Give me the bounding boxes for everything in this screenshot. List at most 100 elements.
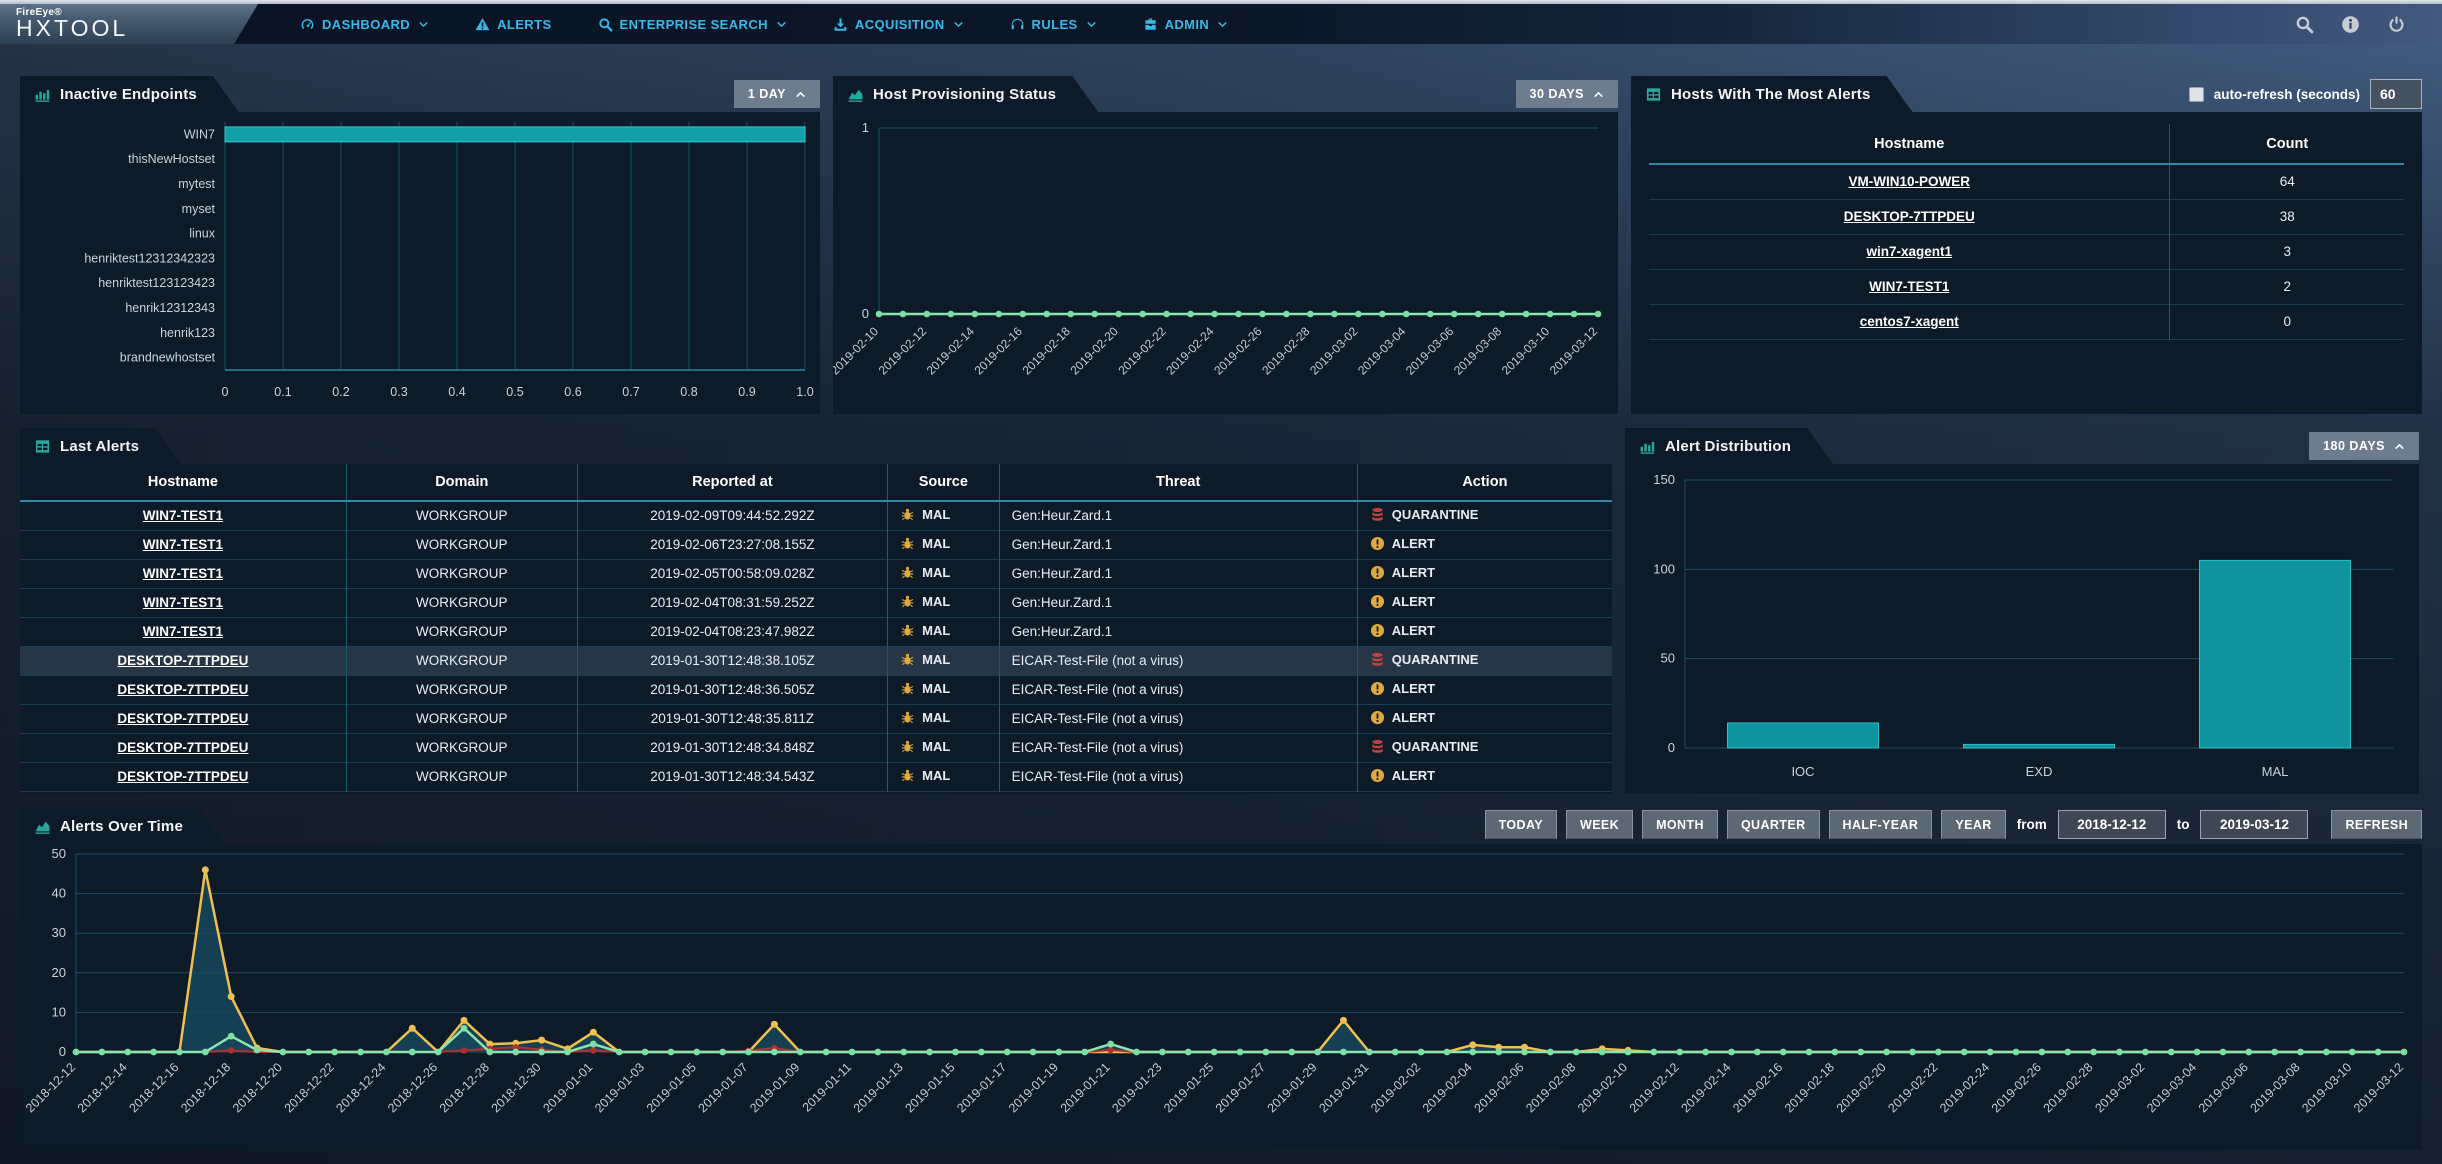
column-header-action: Action [1356,464,1612,501]
download-icon [833,17,848,32]
hostname-link[interactable]: win7-xagent1 [1866,244,1952,259]
action-cell: ALERT [1356,559,1612,588]
svg-text:0: 0 [862,306,869,321]
range-button-half-year[interactable]: HALF-YEAR [1828,810,1933,839]
column-header-threat: Threat [998,464,1358,501]
hostname-link[interactable]: WIN7-TEST1 [142,566,224,581]
alert-count: 38 [2169,199,2404,234]
chevron-down-icon [953,19,964,30]
panel-tab-host-provisioning: Host Provisioning Status [833,76,1098,112]
table-row[interactable]: DESKTOP-7TTPDEU WORKGROUP 2019-01-30T12:48… [20,733,1612,762]
refresh-button[interactable]: REFRESH [2331,810,2422,839]
svg-text:2019-02-10: 2019-02-10 [833,324,881,378]
hostname-link[interactable]: centos7-xagent [1859,314,1959,329]
table-row[interactable]: DESKTOP-7TTPDEU WORKGROUP 2019-01-30T12:48… [20,762,1612,791]
svg-text:2019-03-08: 2019-03-08 [1451,324,1505,378]
table-row[interactable]: DESKTOP-7TTPDEU WORKGROUP 2019-01-30T12:48… [20,704,1612,733]
power-icon[interactable] [2387,15,2406,34]
table-row[interactable]: WIN7-TEST1 WORKGROUP 2019-02-06T23:27:08.1… [20,530,1612,559]
range-button-today[interactable]: TODAY [1484,810,1557,839]
svg-text:100: 100 [1653,561,1675,576]
badge-label: MAL [922,767,951,783]
action-cell: ALERT [1356,617,1612,646]
range-button-quarter[interactable]: QUARTER [1726,810,1820,839]
hostname-link[interactable]: DESKTOP-7TTPDEU [117,740,249,755]
svg-text:2019-02-12: 2019-02-12 [1627,1060,1682,1115]
svg-text:2019-02-24: 2019-02-24 [1937,1060,1992,1115]
svg-text:2019-01-29: 2019-01-29 [1265,1060,1320,1115]
svg-text:2019-03-10: 2019-03-10 [1499,324,1553,378]
hostname-link[interactable]: WIN7-TEST1 [1869,279,1950,294]
to-date-input[interactable] [2200,810,2309,839]
svg-text:2019-02-28: 2019-02-28 [2041,1060,2096,1115]
svg-text:2019-02-10: 2019-02-10 [1575,1060,1630,1115]
hostname-link[interactable]: DESKTOP-7TTPDEU [117,711,249,726]
from-label: from [2016,817,2047,832]
auto-refresh-checkbox[interactable] [2188,86,2204,102]
warning-icon [475,17,490,32]
source-cell: MAL [887,588,1000,617]
svg-text:myset: myset [182,202,216,216]
table-row[interactable]: DESKTOP-7TTPDEU WORKGROUP 2019-01-30T12:48… [20,646,1612,675]
range-button-180-days[interactable]: 180 DAYS [2309,432,2419,460]
range-button-month[interactable]: MONTH [1642,810,1718,839]
menu-item-admin[interactable]: ADMIN [1143,17,1229,32]
svg-text:MAL: MAL [2262,764,2289,779]
range-button-week[interactable]: WEEK [1566,810,1634,839]
bar-chart-icon [34,86,51,103]
hostname-link[interactable]: WIN7-TEST1 [142,537,224,552]
hostname-link[interactable]: DESKTOP-7TTPDEU [117,769,249,784]
hosts-table-wrap: Hostname Count VM-WIN10-POWER 64 DESKTOP-7TT… [1631,112,2422,340]
panel-body: 0 50 100 150 IOC EXD MAL [1625,464,2419,794]
chevron-up-icon [1593,89,1604,100]
hostname-link[interactable]: VM-WIN10-POWER [1848,174,1970,190]
menu-item-alerts[interactable]: ALERTS [475,17,551,32]
menu-item-acquisition[interactable]: ACQUISITION [833,17,964,32]
hostname-link[interactable]: DESKTOP-7TTPDEU [117,653,249,668]
svg-text:EXD: EXD [2026,764,2053,779]
svg-text:2018-12-26: 2018-12-26 [385,1060,440,1115]
threat-cell: Gen:Heur.Zard.1 [998,530,1358,559]
table-row[interactable]: WIN7-TEST1 WORKGROUP 2019-02-04T08:31:59.2… [20,588,1612,617]
domain-cell: WORKGROUP [345,617,578,646]
menu-item-label: RULES [1031,16,1078,32]
info-icon[interactable] [2341,15,2360,34]
search-icon[interactable] [2295,15,2314,34]
menu-item-dashboard[interactable]: DASHBOARD [300,17,429,32]
range-button-1-day[interactable]: 1 DAY [733,80,820,108]
hostname-link[interactable]: DESKTOP-7TTPDEU [117,682,249,697]
hostname-link[interactable]: WIN7-TEST1 [142,624,224,639]
table-row[interactable]: WIN7-TEST1 WORKGROUP 2019-02-09T09:44:52.2… [20,501,1612,530]
range-button-30-days[interactable]: 30 DAYS [1515,80,1618,108]
alert-circle-icon [1370,594,1385,609]
panel-hosts-most-alerts: Hosts With The Most Alerts auto-refresh … [1631,76,2422,414]
hostname-link[interactable]: WIN7-TEST1 [142,595,224,610]
range-button-year[interactable]: YEAR [1941,810,2006,839]
from-date-input[interactable] [2057,810,2166,839]
menu-item-enterprise-search[interactable]: ENTERPRISE SEARCH [598,17,787,32]
menu-item-rules[interactable]: RULES [1010,17,1097,32]
hostname-link[interactable]: WIN7-TEST1 [142,508,224,524]
domain-cell: WORKGROUP [345,762,578,791]
svg-text:2019-01-17: 2019-01-17 [954,1060,1009,1115]
svg-text:0.1: 0.1 [274,385,291,399]
panel-body: 0 10 20 30 40 50 2018-12-12 2018-12-14 2018-12-1… [20,844,2422,1150]
source-cell: MAL [887,762,1000,791]
source-cell: MAL [887,617,1000,646]
table-row[interactable]: WIN7-TEST1 WORKGROUP 2019-02-05T00:58:09.0… [20,559,1612,588]
auto-refresh-control: auto-refresh (seconds) [2188,79,2422,109]
svg-text:30: 30 [52,925,66,940]
auto-refresh-input[interactable] [2370,79,2422,109]
badge-label: ALERT [1391,767,1436,783]
table-row[interactable]: WIN7-TEST1 WORKGROUP 2019-02-04T08:23:47.9… [20,617,1612,646]
svg-text:2019-02-20: 2019-02-20 [1834,1060,1889,1115]
time-range-controls: TODAY WEEK MONTH QUARTER HALF-YEAR YEAR from … [1484,810,2422,839]
svg-text:2019-01-13: 2019-01-13 [851,1060,906,1115]
svg-text:0: 0 [222,385,229,399]
svg-text:2019-01-19: 2019-01-19 [1006,1060,1061,1115]
hostname-link[interactable]: DESKTOP-7TTPDEU [1843,209,1975,224]
source-cell: MAL [887,559,1000,588]
navbar: FireEye® HXTOOL DASHBOARD ALERTS ENTERPRIS… [0,4,2442,44]
table-row[interactable]: DESKTOP-7TTPDEU WORKGROUP 2019-01-30T12:48… [20,675,1612,704]
svg-text:0: 0 [59,1044,66,1059]
